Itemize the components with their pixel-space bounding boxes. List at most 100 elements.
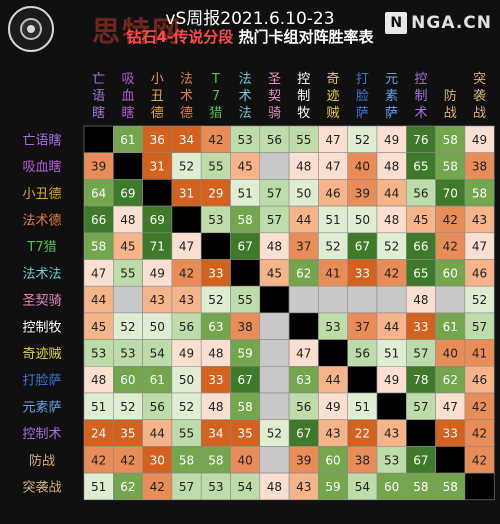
heatmap-cell — [376, 472, 407, 501]
heatmap-cell — [200, 446, 231, 474]
cell-value: 49 — [472, 133, 487, 147]
cell-value: 56 — [267, 133, 282, 147]
heatmap-cell — [435, 205, 466, 234]
cell-value: 65 — [413, 160, 428, 174]
cell-value: 35 — [238, 427, 253, 441]
cell-value: 48 — [267, 240, 282, 254]
cell-value: 53 — [91, 346, 106, 360]
column-label: 控制术 — [414, 72, 427, 121]
nga-logo-text: NGA.CN — [411, 13, 492, 33]
heatmap-cell — [347, 179, 378, 207]
heatmap-cell — [347, 339, 378, 367]
cell-value: 40 — [443, 346, 458, 360]
cell-value: 66 — [413, 240, 428, 254]
heatmap-cell — [405, 419, 436, 447]
cell-value: 33 — [413, 320, 428, 334]
heatmap-cell — [318, 232, 348, 260]
column-label: 亡语瞎 — [92, 72, 105, 121]
row-label: 法术法 — [22, 267, 61, 282]
heatmap-cell — [288, 312, 319, 340]
cell-value: 48 — [120, 213, 135, 227]
cell-value: 58 — [472, 186, 487, 200]
cell-value: 49 — [384, 373, 399, 387]
cell-value: 54 — [150, 346, 165, 360]
cell-value: 57 — [472, 320, 487, 334]
cell-value: 52 — [355, 133, 370, 147]
cell-value: 67 — [413, 453, 428, 467]
heatmap-cell — [435, 232, 466, 260]
heatmap-cell — [259, 365, 290, 394]
heatmap-cell — [83, 339, 114, 367]
heatmap-cell — [464, 339, 495, 367]
heatmap-cell — [405, 392, 436, 421]
cell-value: 58 — [443, 160, 458, 174]
cell-value: 36 — [150, 133, 165, 147]
cell-value: 47 — [91, 266, 106, 280]
cell-value: 44 — [325, 373, 340, 387]
heatmap-cell — [464, 205, 495, 234]
cell-value: 51 — [384, 346, 399, 360]
cell-value: 39 — [91, 160, 106, 174]
heatmap-cell — [259, 472, 290, 501]
column-label: 法术德 — [180, 72, 193, 121]
column-label: 突袭战 — [473, 71, 486, 121]
cell-value: 53 — [208, 480, 223, 494]
cell-value: 46 — [472, 266, 487, 280]
subtitle-text: 热门卡组对阵胜率表 — [233, 28, 374, 46]
heatmap-cell — [230, 152, 261, 180]
heatmap-cell — [200, 365, 231, 394]
cell-value: 51 — [238, 186, 253, 200]
row-label: 小丑德 — [22, 187, 61, 202]
heatmap-cell — [288, 152, 319, 180]
heatmap-cell — [83, 152, 114, 180]
heatmap-cell — [405, 125, 436, 154]
heatmap-cell — [464, 285, 495, 314]
heatmap-cell — [142, 259, 173, 287]
cell-value: 58 — [238, 400, 253, 414]
heatmap-cell — [405, 205, 436, 234]
heatmap-cell — [347, 205, 378, 234]
cell-value: 52 — [325, 240, 340, 254]
heatmap-cell — [405, 312, 436, 340]
cell-value: 44 — [384, 320, 399, 334]
cell-value: 76 — [413, 133, 428, 147]
heatmap-cell — [347, 419, 378, 447]
watermark: 思特网 — [92, 15, 183, 48]
cell-value: 39 — [296, 453, 311, 467]
cell-value: 42 — [120, 453, 135, 467]
cell-value: 51 — [91, 400, 106, 414]
cell-value: 48 — [413, 293, 428, 307]
cell-value: 54 — [238, 480, 253, 494]
heatmap-cell — [142, 312, 173, 340]
heatmap-cell — [83, 179, 114, 207]
cell-value: 57 — [413, 400, 428, 414]
heatmap-cell — [230, 392, 261, 421]
cell-value: 47 — [472, 240, 487, 254]
heatmap-cell — [113, 446, 143, 474]
cell-value: 47 — [443, 400, 458, 414]
cell-value: 52 — [179, 160, 194, 174]
row-label: 亡语瞎 — [22, 132, 61, 148]
row-label: 打脸萨 — [22, 374, 61, 389]
cell-value: 50 — [150, 320, 165, 334]
row-label: 法术德 — [22, 213, 61, 228]
cell-value: 40 — [238, 453, 253, 467]
heatmap-cell — [200, 232, 231, 260]
cell-value: 63 — [296, 373, 311, 387]
heatmap-cell — [83, 259, 114, 287]
cell-value: 59 — [325, 480, 340, 494]
heatmap-cell — [200, 392, 231, 421]
heatmap-cell — [230, 472, 261, 501]
heatmap-cell — [83, 285, 114, 314]
cell-value: 30 — [150, 453, 165, 467]
heatmap-cell — [376, 392, 407, 421]
cell-value: 48 — [91, 373, 106, 387]
heatmap-cell — [435, 179, 466, 207]
cell-value: 40 — [355, 160, 370, 174]
heatmap-cell — [83, 125, 114, 154]
cell-value: 51 — [355, 400, 370, 414]
column-label: 圣契骑 — [268, 72, 281, 121]
heatmap-cell — [142, 339, 173, 367]
row-label: 突袭战 — [22, 479, 61, 495]
cell-value: 61 — [150, 373, 165, 387]
